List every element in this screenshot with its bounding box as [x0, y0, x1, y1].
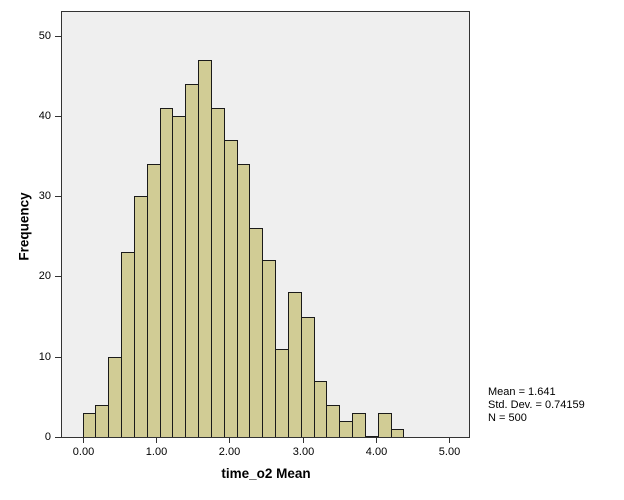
x-axis-tick-label: 1.00 [145, 446, 168, 458]
histogram-bar [352, 413, 366, 438]
y-axis-tick-label: 20 [38, 270, 51, 282]
x-axis-title: time_o2 Mean [221, 466, 311, 481]
x-axis-tick [156, 438, 157, 443]
histogram-bar [147, 164, 161, 438]
y-axis-tick-label: 40 [38, 110, 51, 122]
histogram-bar [108, 357, 122, 438]
histogram-bar [301, 317, 315, 438]
x-axis-tick-label: 4.00 [365, 446, 388, 458]
stats-mean: Mean = 1.641 [488, 386, 556, 398]
histogram-bar [185, 84, 199, 438]
histogram-bar [288, 292, 302, 438]
stats-n: N = 500 [488, 412, 527, 424]
x-axis-tick [229, 438, 230, 443]
y-axis-tick-label: 50 [38, 30, 51, 42]
histogram-bar [121, 252, 135, 438]
histogram-bar [391, 429, 404, 438]
x-axis-tick [303, 438, 304, 443]
histogram-bar [275, 349, 289, 438]
histogram-bar [172, 116, 186, 438]
x-axis-tick-label: 0.00 [72, 446, 95, 458]
histogram-bar [262, 260, 276, 438]
y-axis-tick [55, 36, 62, 37]
y-axis-tick [55, 437, 62, 438]
x-axis-tick [83, 438, 84, 443]
y-axis-tick [55, 196, 62, 197]
y-axis-title: Frequency [16, 192, 32, 261]
histogram-bar [249, 228, 263, 438]
y-axis-tick [55, 116, 62, 117]
x-axis-tick [449, 438, 450, 443]
histogram-bar [198, 60, 212, 438]
stats-annotation: Mean = 1.641 Std. Dev. = 0.74159 N = 500 [488, 386, 618, 425]
y-axis-tick [55, 276, 62, 277]
histogram-bar [134, 196, 148, 438]
y-axis-tick-label: 0 [44, 431, 51, 443]
x-axis-tick-label: 3.00 [292, 446, 315, 458]
y-axis-tick [55, 357, 62, 358]
bars-layer [62, 12, 469, 438]
histogram-bar [224, 140, 238, 438]
y-axis-tick-label: 30 [38, 190, 51, 202]
stats-std-dev: Std. Dev. = 0.74159 [488, 399, 585, 411]
x-axis-tick [376, 438, 377, 443]
histogram-bar [378, 413, 392, 438]
histogram-bar [95, 405, 109, 438]
histogram-bar [326, 405, 340, 438]
histogram-bar [211, 108, 225, 438]
x-axis-tick-label: 2.00 [218, 446, 241, 458]
histogram-bar [339, 421, 353, 438]
x-axis-tick-label: 5.00 [438, 446, 461, 458]
y-axis-tick-label: 10 [38, 351, 51, 363]
